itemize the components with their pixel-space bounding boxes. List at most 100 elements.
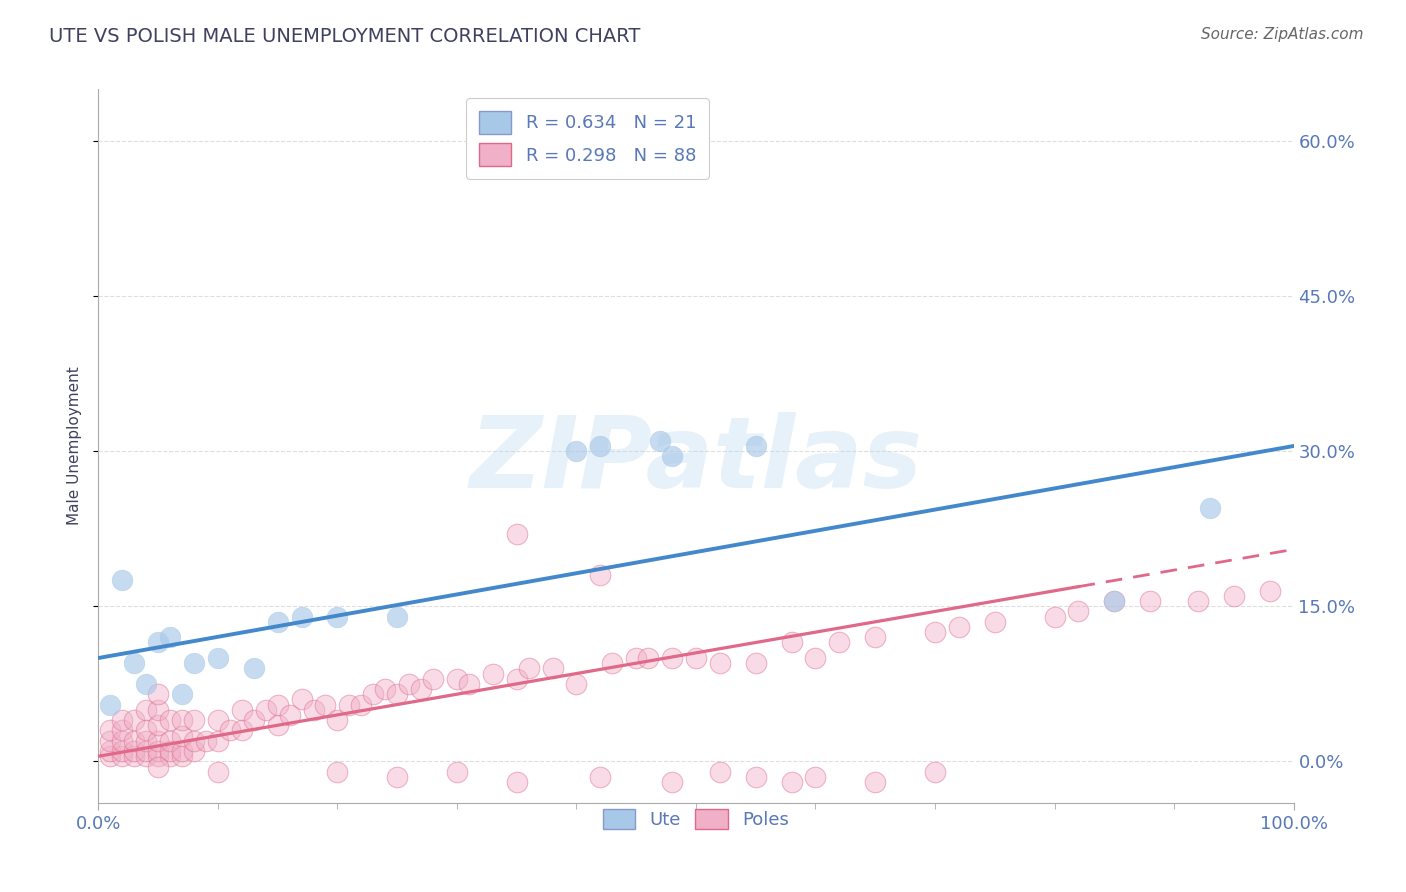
Point: [446, 764, 468, 779]
Point: [183, 656, 205, 670]
Point: [506, 775, 529, 789]
Point: [1139, 594, 1161, 608]
Point: [385, 609, 409, 624]
Point: [159, 744, 181, 758]
Point: [172, 729, 194, 743]
Point: [231, 703, 253, 717]
Point: [111, 744, 134, 758]
Point: [709, 764, 731, 779]
Point: [541, 661, 564, 675]
Point: [207, 713, 229, 727]
Point: [172, 749, 194, 764]
Point: [124, 744, 146, 758]
Point: [602, 656, 624, 670]
Point: [135, 723, 157, 738]
Point: [984, 615, 1007, 629]
Point: [148, 749, 170, 764]
Point: [291, 692, 314, 706]
Point: [124, 733, 146, 747]
Point: [195, 733, 218, 747]
Point: [1043, 609, 1066, 624]
Point: [458, 677, 481, 691]
Point: [148, 687, 170, 701]
Point: [98, 749, 122, 764]
Text: Source: ZipAtlas.com: Source: ZipAtlas.com: [1201, 27, 1364, 42]
Point: [159, 749, 181, 764]
Point: [1187, 594, 1209, 608]
Point: [111, 723, 134, 738]
Point: [804, 770, 827, 784]
Point: [350, 698, 373, 712]
Point: [278, 707, 301, 722]
Point: [172, 713, 194, 727]
Point: [183, 713, 205, 727]
Point: [207, 651, 229, 665]
Point: [398, 677, 420, 691]
Point: [589, 568, 612, 582]
Point: [1199, 501, 1222, 516]
Point: [422, 672, 444, 686]
Point: [924, 625, 946, 640]
Point: [1067, 605, 1090, 619]
Point: [207, 764, 229, 779]
Point: [745, 770, 768, 784]
Point: [589, 439, 612, 453]
Y-axis label: Male Unemployment: Male Unemployment: [67, 367, 83, 525]
Point: [148, 759, 170, 773]
Point: [481, 666, 505, 681]
Point: [709, 656, 731, 670]
Legend: Ute, Poles: Ute, Poles: [596, 801, 796, 837]
Point: [648, 434, 672, 448]
Point: [1104, 594, 1126, 608]
Point: [172, 744, 194, 758]
Point: [315, 698, 337, 712]
Point: [948, 620, 970, 634]
Point: [135, 677, 157, 691]
Point: [124, 656, 146, 670]
Point: [780, 775, 803, 789]
Point: [98, 698, 122, 712]
Point: [637, 651, 659, 665]
Point: [685, 651, 707, 665]
Point: [661, 651, 683, 665]
Point: [98, 733, 122, 747]
Point: [135, 733, 157, 747]
Point: [780, 635, 803, 649]
Point: [111, 749, 134, 764]
Point: [374, 681, 396, 696]
Point: [517, 661, 540, 675]
Point: [243, 713, 266, 727]
Point: [159, 713, 181, 727]
Point: [326, 713, 349, 727]
Point: [148, 733, 170, 747]
Point: [745, 656, 768, 670]
Point: [124, 749, 146, 764]
Point: [411, 681, 433, 696]
Point: [828, 635, 851, 649]
Point: [385, 687, 409, 701]
Point: [243, 661, 266, 675]
Point: [172, 687, 194, 701]
Point: [565, 677, 588, 691]
Point: [924, 764, 946, 779]
Point: [148, 718, 170, 732]
Point: [135, 749, 157, 764]
Point: [231, 723, 253, 738]
Point: [326, 764, 349, 779]
Point: [565, 444, 588, 458]
Point: [661, 450, 683, 464]
Point: [446, 672, 468, 686]
Point: [1223, 589, 1246, 603]
Point: [506, 672, 529, 686]
Point: [1104, 594, 1126, 608]
Point: [339, 698, 361, 712]
Point: [98, 744, 122, 758]
Point: [745, 439, 768, 453]
Point: [865, 775, 887, 789]
Point: [1258, 583, 1281, 598]
Point: [148, 635, 170, 649]
Point: [506, 527, 529, 541]
Point: [291, 609, 314, 624]
Point: [124, 713, 146, 727]
Text: ZIPatlas: ZIPatlas: [470, 412, 922, 508]
